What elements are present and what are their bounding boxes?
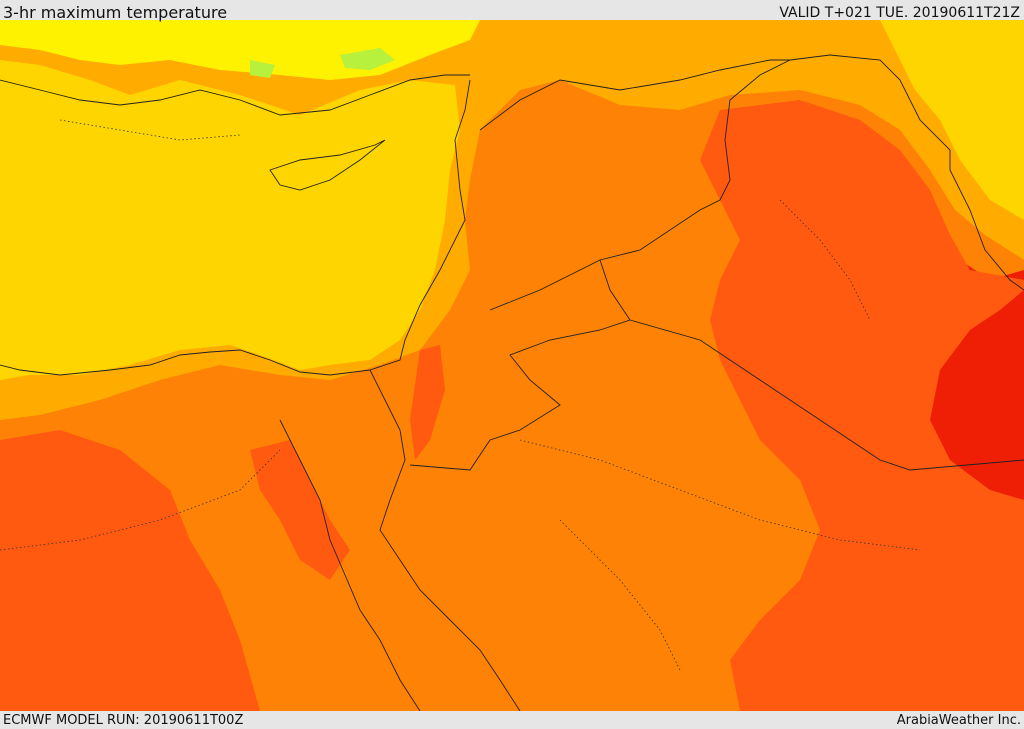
credit-label: ArabiaWeather Inc. (896, 713, 1021, 728)
border-syria-turkey (479, 59, 790, 131)
field-hot-sinai (250, 440, 350, 580)
border-iraq-iran (789, 54, 951, 170)
field-hot-dead-sea (410, 345, 445, 460)
coastline-egypt (0, 349, 371, 376)
border-syria-iraq (489, 59, 791, 311)
field-cool-1 (250, 60, 275, 78)
header-bar (0, 0, 1024, 22)
field-very-hot-gulf (930, 290, 1024, 500)
coastlines (0, 74, 1024, 711)
admin-boundaries (0, 119, 921, 671)
coastline-turkey (0, 74, 470, 116)
footer-bar (0, 711, 1024, 729)
field-hot-band (700, 100, 1024, 711)
valid-time: VALID T+021 TUE. 20190611T21Z (779, 5, 1020, 21)
admin-line-3 (559, 519, 681, 671)
map-title: 3-hr maximum temperature (3, 3, 228, 22)
border-egypt-israel (369, 369, 406, 461)
field-cool-2 (340, 48, 395, 70)
border-jordan (409, 259, 631, 471)
coastline-red-sea-west (279, 419, 421, 711)
coastline-gulf (949, 169, 1024, 291)
coastline-red-sea-east (379, 459, 521, 711)
field-mild-northeast (880, 20, 1024, 220)
border-saudi-iraq (629, 319, 1024, 471)
coastline-cyprus (269, 139, 386, 191)
admin-line-4 (779, 199, 871, 321)
borders (369, 54, 1024, 471)
field-hot-west (0, 430, 260, 711)
field-mediterranean (0, 60, 460, 380)
coastline-levant (369, 79, 471, 371)
model-run-label: ECMWF MODEL RUN: 20190611T00Z (3, 713, 244, 728)
admin-line-2 (519, 439, 921, 551)
temperature-map (0, 20, 1024, 711)
